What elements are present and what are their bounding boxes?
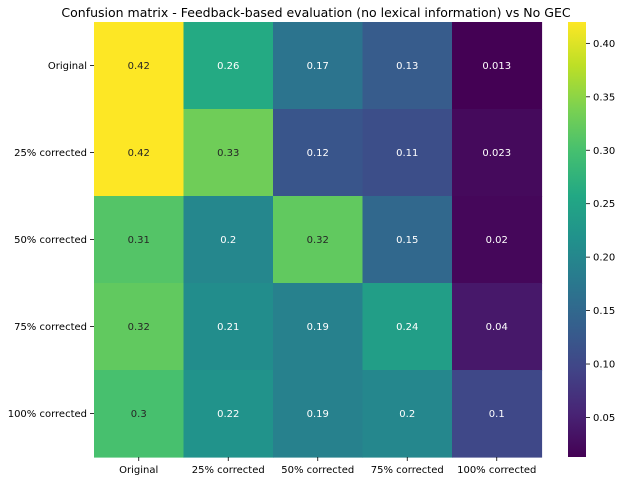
colorbar-tick-label: 0.10 [593, 360, 615, 371]
column-tick-label: 25% corrected [192, 465, 265, 476]
row-tick-label: 100% corrected [8, 409, 87, 420]
column-tick-label: Original [119, 465, 158, 476]
column-tick-label: 100% corrected [457, 465, 536, 476]
colorbar-tick-label: 0.20 [593, 253, 615, 264]
heatmap-cell [183, 196, 274, 284]
cell-value-label: 0.22 [217, 409, 239, 420]
heatmap-cell [183, 370, 274, 458]
heatmap-cell [452, 22, 543, 110]
row-tick-label: 75% corrected [14, 322, 87, 333]
colorbar-tick-label: 0.25 [593, 199, 615, 210]
heatmap-cell [273, 196, 364, 284]
cell-value-label: 0.2 [220, 235, 236, 246]
heatmap-cell [452, 109, 543, 197]
heatmap-cell [183, 22, 274, 110]
heatmap-cell [273, 370, 364, 458]
cell-value-label: 0.3 [131, 409, 147, 420]
heatmap-cells: 0.42 0.26 0.17 0.13 0.013 0.42 0.33 0.12 0.11 0.0… [94, 22, 543, 458]
colorbar-tick-label: 0.40 [593, 39, 615, 50]
cell-value-label: 0.33 [217, 148, 239, 159]
cell-value-label: 0.02 [486, 235, 508, 246]
heatmap-cell [94, 283, 185, 371]
cell-value-label: 0.13 [396, 61, 418, 72]
heatmap-cell [362, 196, 453, 284]
column-tick-labels: Original 25% corrected 50% corrected 75% co… [119, 457, 536, 476]
heatmap-cell [94, 22, 185, 110]
heatmap-cell [273, 283, 364, 371]
colorbar-tick-label: 0.35 [593, 92, 615, 103]
heatmap-cell [362, 22, 453, 110]
row-tick-label: Original [48, 61, 87, 72]
column-tick-label: 50% corrected [281, 465, 354, 476]
cell-value-label: 0.19 [307, 409, 329, 420]
cell-value-label: 0.17 [307, 61, 329, 72]
heatmap-cell [362, 370, 453, 458]
heatmap-cell [273, 109, 364, 197]
cell-value-label: 0.42 [128, 148, 150, 159]
cell-value-label: 0.19 [307, 322, 329, 333]
colorbar-tick-label: 0.30 [593, 146, 615, 157]
column-tick-label: 75% corrected [371, 465, 444, 476]
chart-title: Confusion matrix - Feedback-based evalua… [61, 5, 570, 20]
cell-value-label: 0.24 [396, 322, 418, 333]
cell-value-label: 0.023 [482, 148, 511, 159]
row-tick-label: 25% corrected [14, 148, 87, 159]
cell-value-label: 0.1 [489, 409, 505, 420]
cell-value-label: 0.32 [128, 322, 150, 333]
cell-value-label: 0.11 [396, 148, 418, 159]
heatmap-cell [94, 109, 185, 197]
heatmap-cell [94, 196, 185, 284]
heatmap-cell [183, 283, 274, 371]
cell-value-label: 0.21 [217, 322, 239, 333]
heatmap-cell [94, 370, 185, 458]
heatmap-cell [273, 22, 364, 110]
heatmap-cell [362, 283, 453, 371]
cell-value-label: 0.32 [307, 235, 329, 246]
colorbar-tick-label: 0.15 [593, 306, 615, 317]
cell-value-label: 0.12 [307, 148, 329, 159]
heatmap-cell [452, 196, 543, 284]
cell-value-label: 0.15 [396, 235, 418, 246]
heatmap-cell [452, 370, 543, 458]
cell-value-label: 0.04 [486, 322, 508, 333]
row-tick-label: 50% corrected [14, 235, 87, 246]
heatmap-cell [183, 109, 274, 197]
row-tick-labels: Original 25% corrected 50% corrected 75% co… [8, 61, 94, 420]
heatmap-cell [452, 283, 543, 371]
colorbar-tick-label: 0.05 [593, 413, 615, 424]
cell-value-label: 0.013 [482, 61, 511, 72]
heatmap-cell [362, 109, 453, 197]
colorbar-gradient [568, 22, 586, 457]
colorbar: 0.05 0.10 0.15 0.20 0.25 0.30 0.35 0.40 [568, 22, 615, 457]
cell-value-label: 0.2 [399, 409, 415, 420]
cell-value-label: 0.31 [128, 235, 150, 246]
cell-value-label: 0.42 [128, 61, 150, 72]
cell-value-label: 0.26 [217, 61, 239, 72]
